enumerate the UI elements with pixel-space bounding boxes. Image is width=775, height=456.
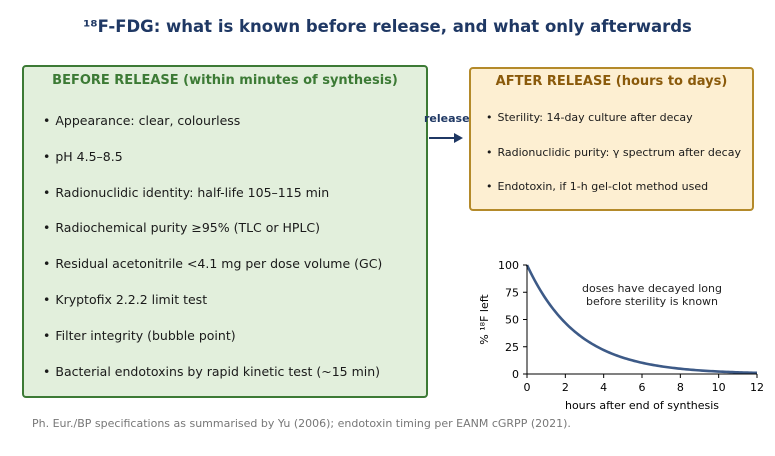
list-item: • Sterility: 14-day culture after decay [486, 111, 741, 146]
after-release-heading: AFTER RELEASE (hours to days) [495, 74, 728, 89]
item-text: Sterility: 14-day culture after decay [497, 111, 693, 124]
bullet: • [43, 220, 51, 236]
item-text: Appearance: clear, colourless [55, 113, 241, 128]
y-tick-label: 100 [498, 259, 519, 272]
item-text: Radiochemical purity ≥95% (TLC or HPLC) [55, 220, 321, 236]
y-tick-label: 25 [505, 341, 519, 354]
bullet: • [43, 184, 51, 200]
list-item: • Residual acetonitrile <4.1 mg per dose … [43, 256, 382, 292]
x-tick-label: 8 [677, 381, 684, 394]
decay-curve [525, 264, 758, 375]
item-text: Endotoxin, if 1-h gel-clot method used [497, 180, 709, 193]
x-tick-label: 2 [562, 381, 569, 394]
x-tick-label: 10 [712, 381, 726, 394]
bullet: • [486, 145, 493, 159]
item-text: Kryptofix 2.2.2 limit test [55, 291, 208, 307]
x-tick-label: 12 [750, 381, 764, 394]
list-item: • Endotoxin, if 1-h gel-clot method used [486, 180, 741, 215]
list-item: • pH 4.5–8.5 [43, 149, 382, 185]
chart-annotation: doses have decayed long [582, 282, 722, 295]
bullet: • [43, 291, 51, 307]
bullet: • [486, 180, 493, 193]
item-text: pH 4.5–8.5 [55, 148, 123, 164]
bullet: • [43, 113, 51, 128]
list-item: • Filter integrity (bubble point) [43, 328, 382, 364]
bullet: • [486, 111, 493, 124]
y-axis-label: % ¹⁸F left [478, 294, 491, 345]
x-tick-label: 6 [639, 381, 646, 394]
page-title: ¹⁸F-FDG: what is known before release, a… [83, 17, 692, 36]
before-release-heading: BEFORE RELEASE (within minutes of synthe… [52, 73, 398, 88]
x-tick-label: 4 [600, 381, 607, 394]
item-text: Filter integrity (bubble point) [55, 327, 236, 343]
chart-annotation: before sterility is known [586, 295, 718, 308]
item-text: Radionuclidic purity: γ spectrum after d… [497, 145, 741, 159]
after-release-list: • Sterility: 14-day culture after decay •… [486, 111, 741, 215]
item-text: Bacterial endotoxins by rapid kinetic te… [55, 363, 381, 379]
bullet: • [43, 363, 51, 379]
bullet: • [43, 327, 51, 343]
list-item: • Radionuclidic purity: γ spectrum after … [486, 146, 741, 181]
bullet: • [43, 256, 51, 272]
list-item: • Radionuclidic identity: half-life 105–1… [43, 185, 382, 221]
item-text: Radionuclidic identity: half-life 105–11… [55, 184, 330, 200]
footnote: Ph. Eur./BP specifications as summarised… [32, 417, 571, 430]
list-item: • Appearance: clear, colourless [43, 113, 382, 149]
decay-chart: 0 2 4 6 8 10 12 0 25 50 75 100 hours after end of sy… [478, 259, 764, 412]
after-release-panel: AFTER RELEASE (hours to days) • Sterility… [469, 67, 754, 211]
before-release-list: • Appearance: clear, colourless • pH 4.5–8… [43, 113, 382, 399]
list-item: • Kryptofix 2.2.2 limit test [43, 292, 382, 328]
list-item: • Radiochemical purity ≥95% (TLC or HPLC) [43, 220, 382, 256]
y-tick-label: 75 [505, 286, 519, 299]
y-tick-label: 50 [505, 314, 519, 327]
release-arrow-icon [429, 133, 463, 143]
release-label: release [424, 112, 470, 125]
list-item: • Bacterial endotoxins by rapid kinetic t… [43, 364, 382, 400]
x-tick-label: 0 [524, 381, 531, 394]
bullet: • [43, 148, 51, 164]
x-axis-label: hours after end of synthesis [565, 399, 719, 412]
item-text: Residual acetonitrile <4.1 mg per dose v… [55, 256, 383, 272]
y-tick-label: 0 [512, 368, 519, 381]
before-release-panel: BEFORE RELEASE (within minutes of synthe… [22, 65, 428, 398]
